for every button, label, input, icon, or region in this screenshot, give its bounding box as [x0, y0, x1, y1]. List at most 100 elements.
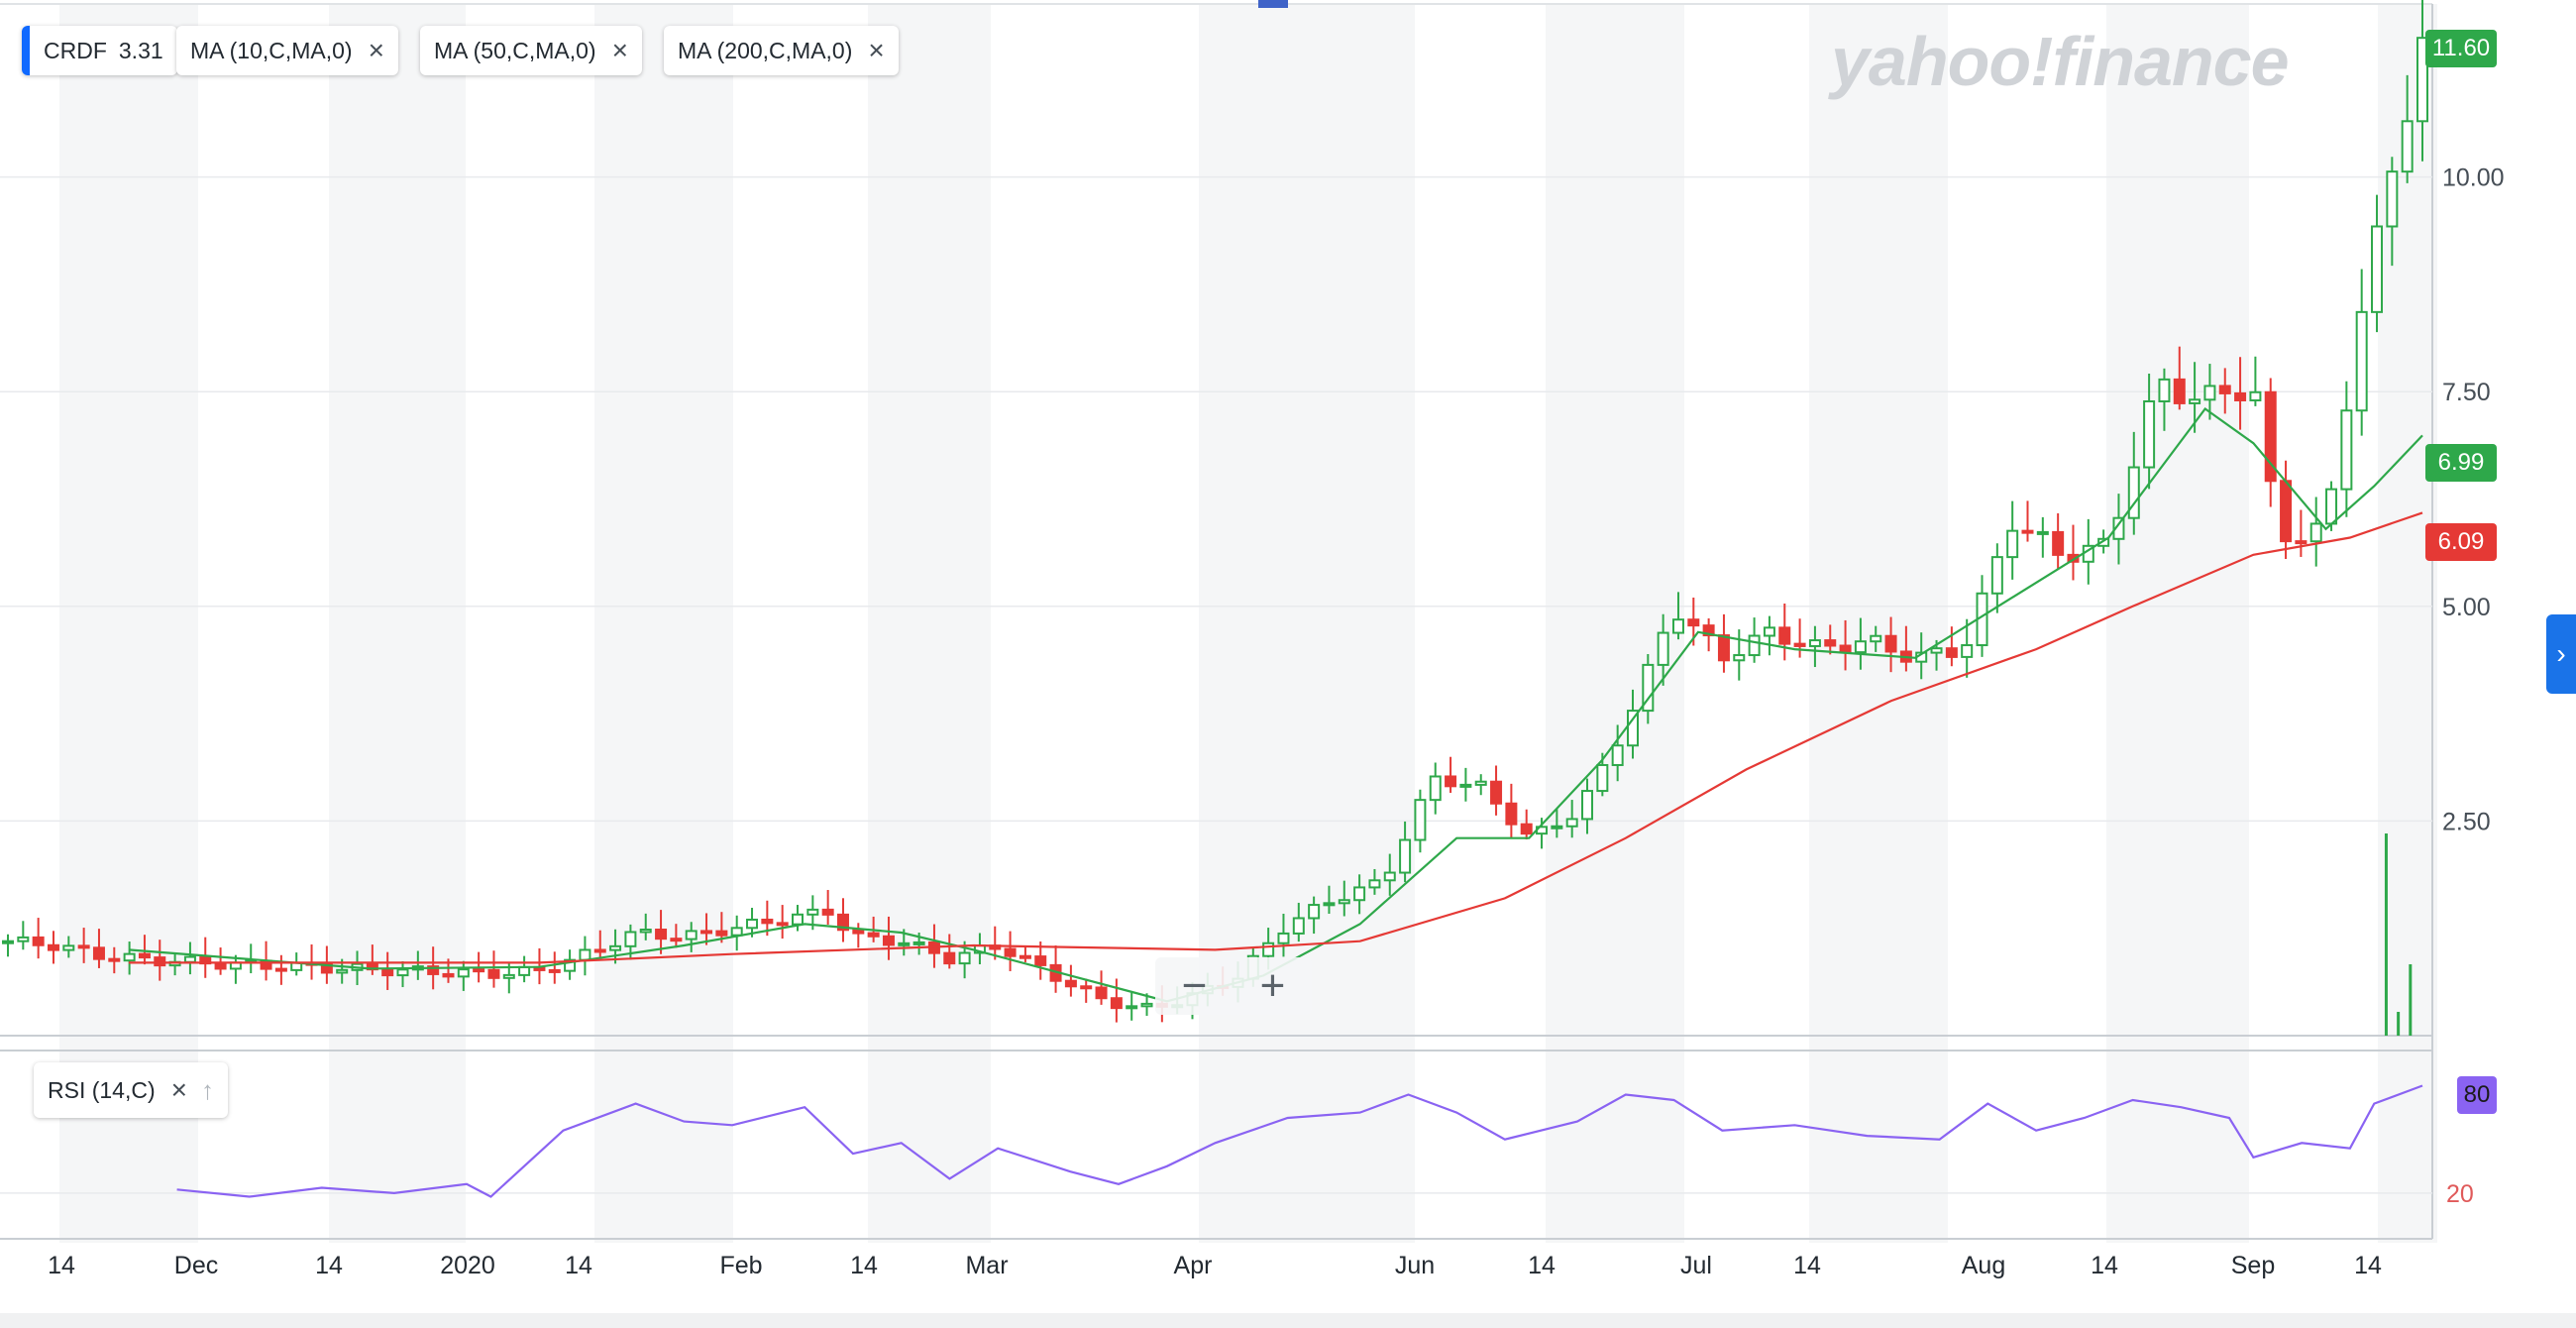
background-band — [1809, 4, 1948, 1243]
zoom-control[interactable]: − + — [1155, 957, 1312, 1015]
background-band — [1199, 4, 1415, 1243]
background-band — [329, 4, 466, 1243]
ma50-line — [128, 511, 2423, 964]
candle-body — [2340, 409, 2353, 491]
candle-body — [518, 965, 531, 976]
candle-body — [502, 973, 515, 979]
candle-body — [2052, 530, 2065, 556]
candle-body — [685, 930, 698, 941]
candle-body — [1414, 799, 1427, 841]
candle-body — [1140, 1002, 1153, 1008]
indicator-label: MA (200,C,MA,0) — [678, 37, 853, 63]
close-icon[interactable]: × — [868, 35, 885, 65]
background-band — [594, 4, 733, 1243]
candle-body — [1505, 802, 1518, 826]
candle-body — [2218, 385, 2231, 394]
candle-body — [700, 930, 713, 935]
candle-body — [1308, 904, 1321, 920]
arrow-up-icon[interactable]: ↑ — [201, 1074, 214, 1105]
ma10-value-tag: 6.99 — [2425, 444, 2497, 482]
x-tick-label: Jul — [1680, 1252, 1712, 1279]
candle-body — [2264, 390, 2277, 483]
candle-body — [427, 965, 440, 975]
symbol-chip[interactable]: CRDF 3.31 — [22, 26, 177, 75]
candle-body — [1884, 634, 1897, 653]
candle-body — [396, 968, 409, 977]
candle-body — [1323, 902, 1336, 907]
candle-body — [882, 935, 895, 946]
candle-body — [2, 940, 14, 944]
candle-body — [1126, 1005, 1138, 1010]
background-band — [868, 4, 991, 1243]
x-tick-label: 14 — [565, 1252, 592, 1279]
candle-body — [457, 968, 470, 978]
rsi-chip[interactable]: RSI (14,C) × ↑ — [34, 1062, 228, 1118]
candle-body — [274, 967, 287, 972]
close-icon[interactable]: × — [611, 35, 628, 65]
candle-body — [154, 956, 166, 967]
candle-body — [852, 929, 865, 935]
candle-body — [1657, 631, 1669, 666]
candle-body — [2355, 310, 2368, 412]
candle-body — [1793, 642, 1806, 647]
candle-body — [2325, 488, 2338, 525]
x-tick-label: 14 — [2354, 1252, 2382, 1279]
zoom-out-button[interactable]: − — [1181, 961, 1208, 1010]
candle-body — [77, 944, 90, 949]
candle-body — [746, 918, 759, 930]
candle-body — [1368, 879, 1381, 889]
candle-body — [442, 972, 455, 978]
x-tick-label: Dec — [174, 1252, 218, 1279]
indicator-chip-ma200[interactable]: MA (200,C,MA,0) × — [664, 26, 899, 75]
candle-body — [2006, 529, 2019, 559]
candle-body — [1277, 932, 1290, 944]
x-tick-label: 2020 — [440, 1252, 495, 1279]
indicator-label: MA (50,C,MA,0) — [434, 37, 596, 63]
indicator-chip-ma10[interactable]: MA (10,C,MA,0) × — [176, 26, 398, 75]
candle-body — [1004, 947, 1017, 957]
candle-body — [821, 908, 834, 916]
candle-body — [639, 929, 652, 934]
x-tick-label: Sep — [2231, 1252, 2275, 1279]
candle-body — [487, 968, 500, 979]
candle-body — [2067, 553, 2080, 563]
close-icon[interactable]: × — [368, 35, 384, 65]
candle-body — [609, 944, 622, 951]
candle-body — [2143, 399, 2156, 469]
candle-body — [1870, 634, 1882, 643]
candle-body — [715, 930, 728, 937]
candle-body — [1019, 954, 1031, 959]
candle-body — [2295, 540, 2308, 545]
price-tick-label: 10.00 — [2442, 165, 2505, 192]
candle-body — [1095, 986, 1108, 1000]
symbol-last-value: 3.31 — [118, 37, 163, 63]
indicator-chip-ma50[interactable]: MA (50,C,MA,0) × — [420, 26, 642, 75]
background-band — [59, 4, 198, 1243]
candle-body — [1520, 823, 1533, 835]
candle-body — [836, 913, 849, 932]
candle-body — [1429, 775, 1442, 802]
candle-body — [1748, 634, 1761, 657]
candle-body — [123, 952, 136, 962]
zoom-in-button[interactable]: + — [1259, 961, 1286, 1010]
candle-body — [138, 952, 151, 959]
candle-body — [1824, 639, 1837, 647]
rsi-tick-label: 20 — [2446, 1180, 2474, 1208]
candle-body — [2173, 378, 2186, 404]
candle-body — [1961, 644, 1974, 658]
candle-body — [1808, 639, 1821, 647]
candle-body — [1930, 647, 1943, 654]
candle-body — [1080, 985, 1093, 990]
close-icon[interactable]: × — [170, 1074, 187, 1105]
background-band — [2106, 4, 2249, 1243]
candle-body — [2127, 466, 2140, 519]
candle-body — [806, 908, 819, 916]
chevron-right-icon[interactable]: › — [2546, 614, 2576, 694]
candle-body — [730, 927, 743, 937]
candle-body — [1763, 626, 1775, 637]
x-tick-label: Apr — [1174, 1252, 1213, 1279]
x-tick-label: 14 — [1528, 1252, 1556, 1279]
range-handle — [1258, 0, 1288, 8]
candle-body — [2097, 537, 2110, 547]
